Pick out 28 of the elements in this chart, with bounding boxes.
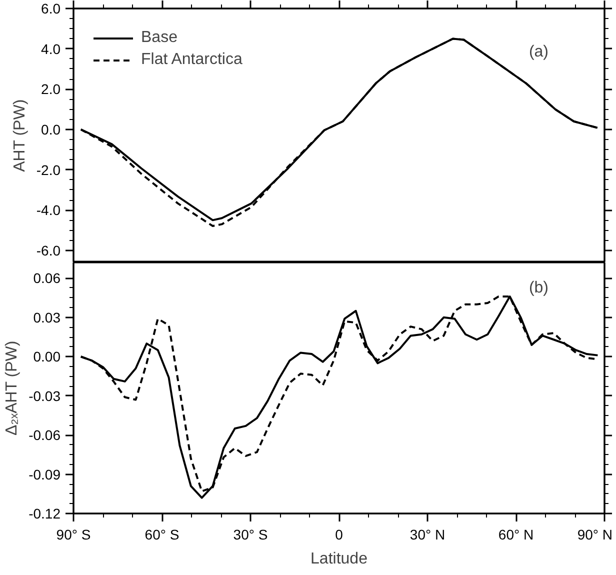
x-axis-title: Latitude (310, 550, 368, 568)
x-tick-label: 0 (335, 526, 344, 542)
y-tick-label: -6.0 (36, 242, 61, 258)
y-tick-label: 0.03 (33, 309, 61, 326)
legend-label: Base (141, 29, 178, 47)
y-tick-label: -2.0 (36, 162, 61, 178)
y-tick-label: -0.12 (28, 506, 61, 522)
x-tick-label: 90° S (56, 526, 91, 542)
annotation: (a) (528, 44, 549, 60)
y-tick-label: 6.0 (41, 0, 61, 16)
x-tick-label: 90° N (577, 526, 612, 542)
x-tick-label: 30° S (233, 526, 268, 542)
x-tick-label: 60° S (144, 526, 180, 542)
y-tick-label: -0.03 (28, 388, 61, 404)
legend-label: Flat Antarctica (141, 51, 242, 69)
y-axis-title: Δ₂ₓAHT (PW) (4, 340, 21, 436)
y-tick-label: 0.06 (33, 270, 61, 286)
y-tick-label: 0.00 (33, 348, 61, 365)
x-tick-label: 30° N (410, 526, 446, 542)
y-tick-label: -4.0 (36, 202, 61, 218)
annotation: (b) (528, 280, 549, 296)
x-tick-label: 60° N (498, 526, 534, 542)
y-tick-label: 0.0 (41, 121, 61, 138)
y-tick-label: 4.0 (41, 40, 61, 57)
y-tick-label: -0.09 (28, 466, 61, 482)
y-axis-title: AHT (PW) (11, 99, 28, 172)
y-tick-label: -0.06 (28, 427, 61, 444)
y-tick-label: 2.0 (41, 81, 61, 98)
